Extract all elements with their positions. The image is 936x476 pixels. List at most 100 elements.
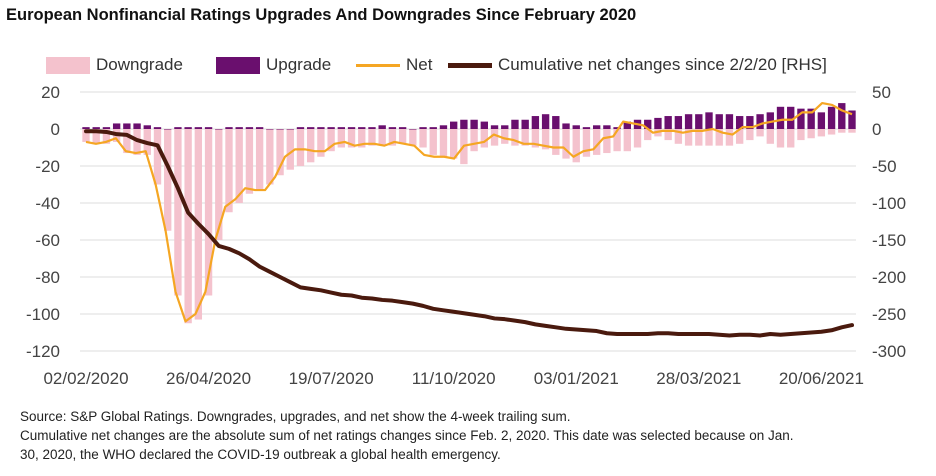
upgrade-bar: [552, 116, 560, 129]
legend-item-net: Net: [356, 54, 432, 76]
downgrade-bar: [102, 129, 111, 144]
upgrade-bar: [204, 127, 213, 129]
downgrade-bar: [817, 129, 826, 137]
upgrade-bar: [276, 129, 284, 130]
downgrade-bar: [388, 129, 397, 146]
y-left-tick-label: -80: [35, 268, 60, 287]
upgrade-bar: [531, 116, 540, 129]
downgrade-bar: [235, 129, 243, 203]
upgrade-bar: [470, 119, 478, 129]
upgrade-bar: [511, 119, 519, 129]
upgrade-bar: [194, 127, 203, 129]
downgrade-bar: [552, 129, 560, 155]
downgrade-bar: [215, 129, 223, 240]
downgrade-bar: [470, 129, 478, 152]
downgrade-bar: [92, 129, 100, 144]
upgrade-bar: [327, 127, 335, 129]
cumulative-swatch: [448, 62, 492, 68]
upgrade-bar: [817, 112, 826, 129]
legend-item-downgrade: Downgrade: [46, 54, 183, 76]
downgrade-bar: [623, 129, 631, 152]
y-right-tick-label: -300: [872, 342, 906, 361]
downgrade-bar: [286, 129, 294, 170]
legend-label-net: Net: [406, 55, 433, 74]
legend-label-downgrade: Downgrade: [96, 55, 183, 74]
downgrade-bar: [409, 129, 417, 146]
downgrade-bar: [480, 129, 488, 148]
upgrade-bar: [644, 119, 652, 129]
upgrade-bar: [82, 127, 90, 129]
downgrade-bar: [276, 129, 284, 176]
upgrade-bar: [388, 127, 397, 129]
downgrade-bar: [204, 129, 213, 296]
upgrade-bar: [623, 121, 631, 129]
upgrade-bar: [286, 129, 294, 130]
upgrade-bar: [521, 119, 529, 129]
downgrade-bar: [82, 129, 90, 142]
downgrade-bar: [164, 129, 172, 231]
downgrade-bar: [358, 129, 366, 148]
upgrade-bar: [184, 127, 192, 129]
y-right-tick-label: -150: [872, 231, 906, 250]
upgrade-bar: [776, 106, 785, 129]
upgrade-bar: [133, 123, 141, 129]
upgrade-bar: [664, 116, 672, 129]
downgrade-bar: [735, 129, 744, 144]
upgrade-bar: [562, 123, 570, 129]
upgrade-bar: [266, 129, 274, 130]
downgrade-bar: [715, 129, 723, 146]
upgrade-bar: [735, 116, 744, 129]
upgrade-bar: [654, 117, 662, 129]
y-left-tick-label: -40: [35, 194, 60, 213]
downgrade-bar: [541, 129, 550, 150]
upgrade-bar: [490, 125, 499, 129]
upgrade-bar: [807, 108, 815, 129]
downgrade-bar: [327, 129, 335, 152]
downgrade-bar: [419, 129, 427, 148]
upgrade-bar: [541, 114, 550, 129]
upgrade-bar: [102, 127, 111, 129]
downgrade-bar: [725, 129, 734, 146]
upgrade-bar: [123, 123, 131, 129]
x-tick-label: 03/01/2021: [534, 369, 619, 388]
downgrade-bar: [307, 129, 315, 163]
downgrade-bar: [613, 129, 621, 152]
downgrade-bar: [827, 129, 836, 135]
downgrade-bar: [776, 129, 785, 148]
upgrade-bar: [684, 114, 693, 129]
downgrade-bar: [255, 129, 264, 191]
upgrade-bar: [439, 125, 448, 129]
downgrade-bar: [797, 129, 805, 141]
downgrade-bar: [296, 129, 305, 166]
source-note-line-2: Cumulative net changes are the absolute …: [20, 428, 794, 443]
upgrade-bar: [174, 127, 182, 129]
downgrade-bar: [644, 129, 652, 141]
y-right-tick-label: -50: [872, 157, 897, 176]
downgrade-bar: [174, 129, 182, 296]
y-right-tick-label: 0: [872, 120, 881, 139]
downgrade-bar: [429, 129, 437, 155]
upgrade-bar: [725, 114, 734, 129]
upgrade-bar: [705, 112, 713, 129]
net-line: [85, 101, 853, 323]
upgrade-swatch: [216, 56, 260, 74]
y-right-tick-label: -250: [872, 305, 906, 324]
upgrade-bar: [429, 127, 437, 129]
upgrade-bar: [572, 125, 580, 129]
x-tick-label: 02/02/2020: [43, 369, 128, 388]
upgrade-bar: [347, 127, 356, 129]
downgrade-bar: [245, 129, 254, 194]
downgrade-bar: [705, 129, 713, 146]
upgrade-bar: [480, 121, 488, 129]
upgrade-bar: [255, 127, 264, 129]
y-right-tick-label: 50: [872, 83, 891, 102]
downgrade-bar: [368, 129, 376, 146]
upgrade-bar: [215, 129, 223, 130]
upgrade-bar: [450, 121, 458, 129]
upgrade-bar: [827, 106, 836, 129]
downgrade-bar: [490, 129, 499, 146]
downgrade-bar: [184, 129, 192, 324]
upgrade-bar: [613, 127, 621, 129]
legend-label-cumulative: Cumulative net changes since 2/2/20 [RHS…: [498, 55, 827, 74]
upgrade-bar: [112, 123, 121, 129]
